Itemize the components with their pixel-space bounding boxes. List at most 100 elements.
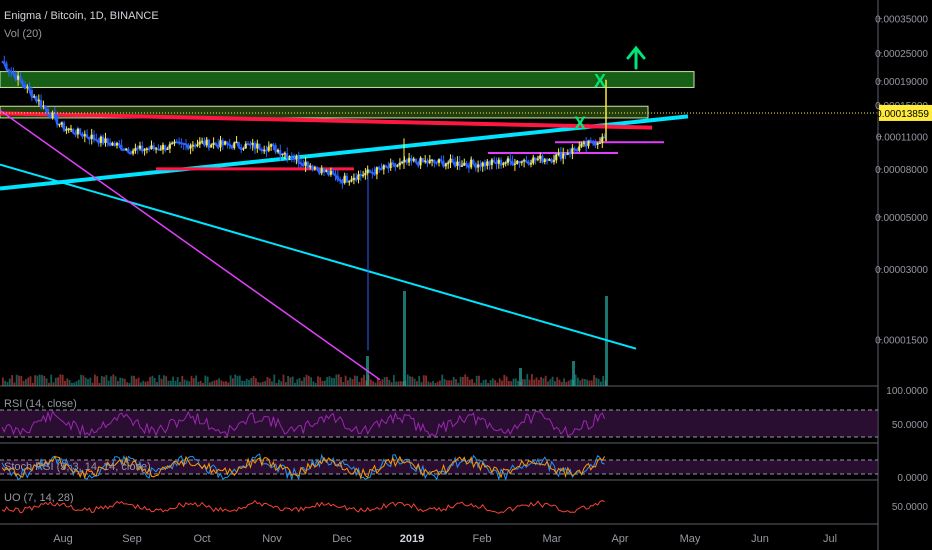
candle-body — [21, 80, 24, 85]
candle-body — [546, 159, 549, 161]
falling-support-line — [0, 109, 381, 381]
volume-bar — [468, 379, 471, 386]
candle-body — [198, 141, 201, 145]
candle-body — [208, 139, 210, 148]
candle-body — [40, 99, 43, 107]
candle-body — [35, 96, 38, 101]
x-marker: X — [594, 71, 606, 91]
volume-bar — [491, 378, 494, 386]
volume-bar — [291, 376, 294, 386]
candle-body — [109, 142, 112, 146]
candle-body — [421, 158, 424, 162]
candle-body — [500, 159, 503, 165]
candle-body — [447, 163, 450, 165]
indicators-layer — [1, 410, 606, 514]
volume-bar — [386, 377, 388, 386]
candle-body — [488, 161, 491, 165]
candle-body — [226, 141, 229, 144]
uo-label: UO (7, 14, 28) — [4, 492, 74, 504]
volume-bar — [186, 380, 188, 386]
candle-body — [63, 122, 66, 131]
candle-body — [343, 175, 346, 184]
volume-bar — [130, 375, 133, 386]
volume-bar — [2, 377, 4, 386]
x-marker: X — [574, 113, 586, 133]
time-tick-label: Feb — [473, 533, 492, 545]
time-tick-label: Jun — [751, 533, 769, 545]
candle-body — [306, 161, 309, 168]
candle-body — [290, 156, 293, 159]
candle-body — [14, 73, 17, 80]
volume-bar — [577, 377, 579, 386]
volume-bar — [52, 382, 55, 386]
rsi-label: RSI (14, close) — [4, 398, 77, 410]
volume-bar — [298, 378, 301, 386]
candle-body — [493, 159, 496, 163]
candle-body — [249, 144, 252, 146]
candle-body — [30, 90, 33, 98]
price-tick-label: 0.00005000 — [875, 213, 928, 224]
volume-bar — [156, 382, 158, 386]
volume-bar — [301, 380, 303, 386]
price-tick-label: 0.00025000 — [875, 49, 928, 60]
candle-body — [228, 143, 231, 146]
price-axis[interactable]: 0.000350000.000250000.000190000.00015000… — [0, 15, 932, 513]
volume-bar — [41, 374, 43, 386]
volume-bar — [531, 374, 533, 386]
volume-bar — [521, 379, 524, 386]
candle-body — [104, 138, 107, 143]
candle-body — [233, 142, 236, 148]
volume-bar — [399, 381, 402, 386]
candle-body — [507, 158, 509, 163]
volume-bar — [487, 382, 490, 386]
volume-bar — [206, 376, 209, 386]
candle-body — [164, 145, 167, 150]
volume-bar — [22, 380, 25, 386]
volume-bar — [360, 377, 363, 386]
volume-bar — [11, 375, 13, 386]
volume-bar — [436, 381, 439, 386]
time-axis[interactable]: Aug Sep Oct Nov Dec 2019 Feb Mar Apr May Jun Jul — [53, 533, 837, 545]
volume-bar — [195, 375, 197, 386]
up-arrow-icon — [626, 45, 646, 70]
volume-bar — [347, 380, 349, 386]
volume-bar — [517, 380, 519, 386]
candle-body — [339, 179, 342, 181]
candle-body — [76, 128, 79, 135]
candle-body — [461, 165, 463, 167]
volume-bar — [146, 381, 149, 386]
candle-body — [415, 158, 417, 163]
candle-body — [511, 161, 514, 165]
volume-bar — [165, 376, 168, 386]
volume-bar — [64, 381, 66, 386]
candle-body — [530, 163, 532, 165]
volume-bar — [409, 376, 411, 386]
time-tick-label: Dec — [332, 533, 352, 545]
volume-bar — [8, 378, 11, 386]
candle-body — [355, 178, 358, 180]
candle-body — [313, 167, 316, 170]
candle-body — [334, 173, 337, 176]
candle-body — [143, 149, 146, 151]
volume-bar — [519, 368, 522, 386]
volume-bar — [257, 382, 260, 386]
candle-body — [523, 160, 526, 162]
volume-bar — [590, 380, 593, 386]
time-tick-label: May — [680, 533, 701, 545]
candles-layer — [1, 55, 607, 351]
volume-bar — [273, 374, 276, 386]
candle-body — [139, 145, 141, 149]
candle-body — [385, 165, 388, 167]
candle-body — [484, 162, 486, 166]
candle-body — [297, 156, 300, 163]
volume-bar — [434, 382, 437, 386]
candle-body — [424, 160, 427, 162]
candle-body — [555, 154, 558, 161]
candle-body — [543, 159, 546, 163]
volume-bar — [429, 382, 432, 386]
volume-bar — [473, 382, 476, 386]
price-tick-label: 0.00008000 — [875, 165, 928, 176]
volume-bar — [432, 380, 434, 386]
volume-bar — [305, 374, 308, 386]
